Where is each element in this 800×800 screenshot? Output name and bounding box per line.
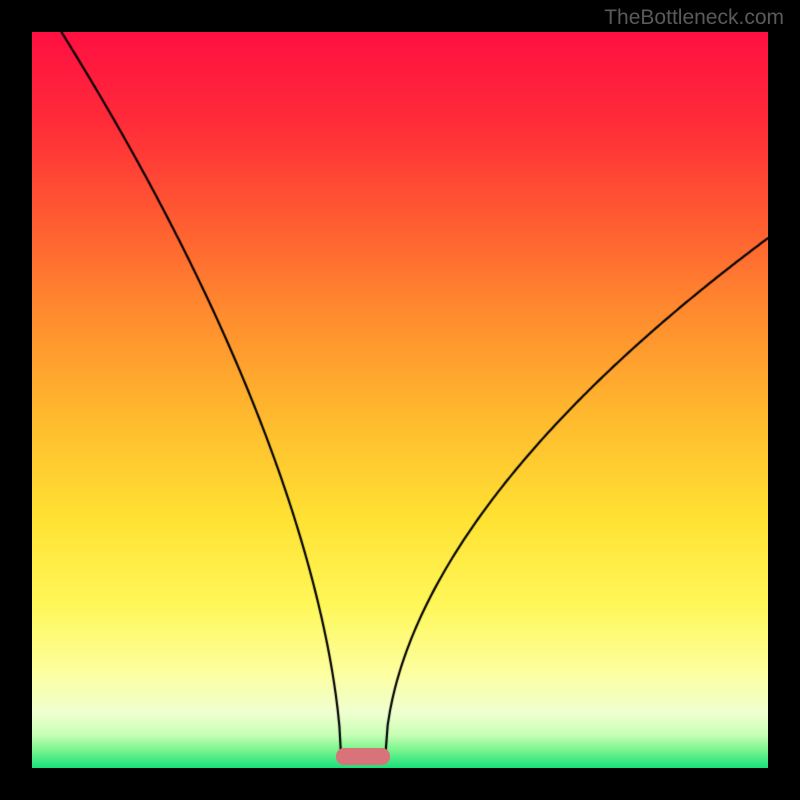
watermark-text: TheBottleneck.com xyxy=(604,6,784,30)
bottleneck-curve xyxy=(32,32,768,768)
optimal-range-marker xyxy=(336,748,390,765)
plot-area xyxy=(32,32,768,768)
